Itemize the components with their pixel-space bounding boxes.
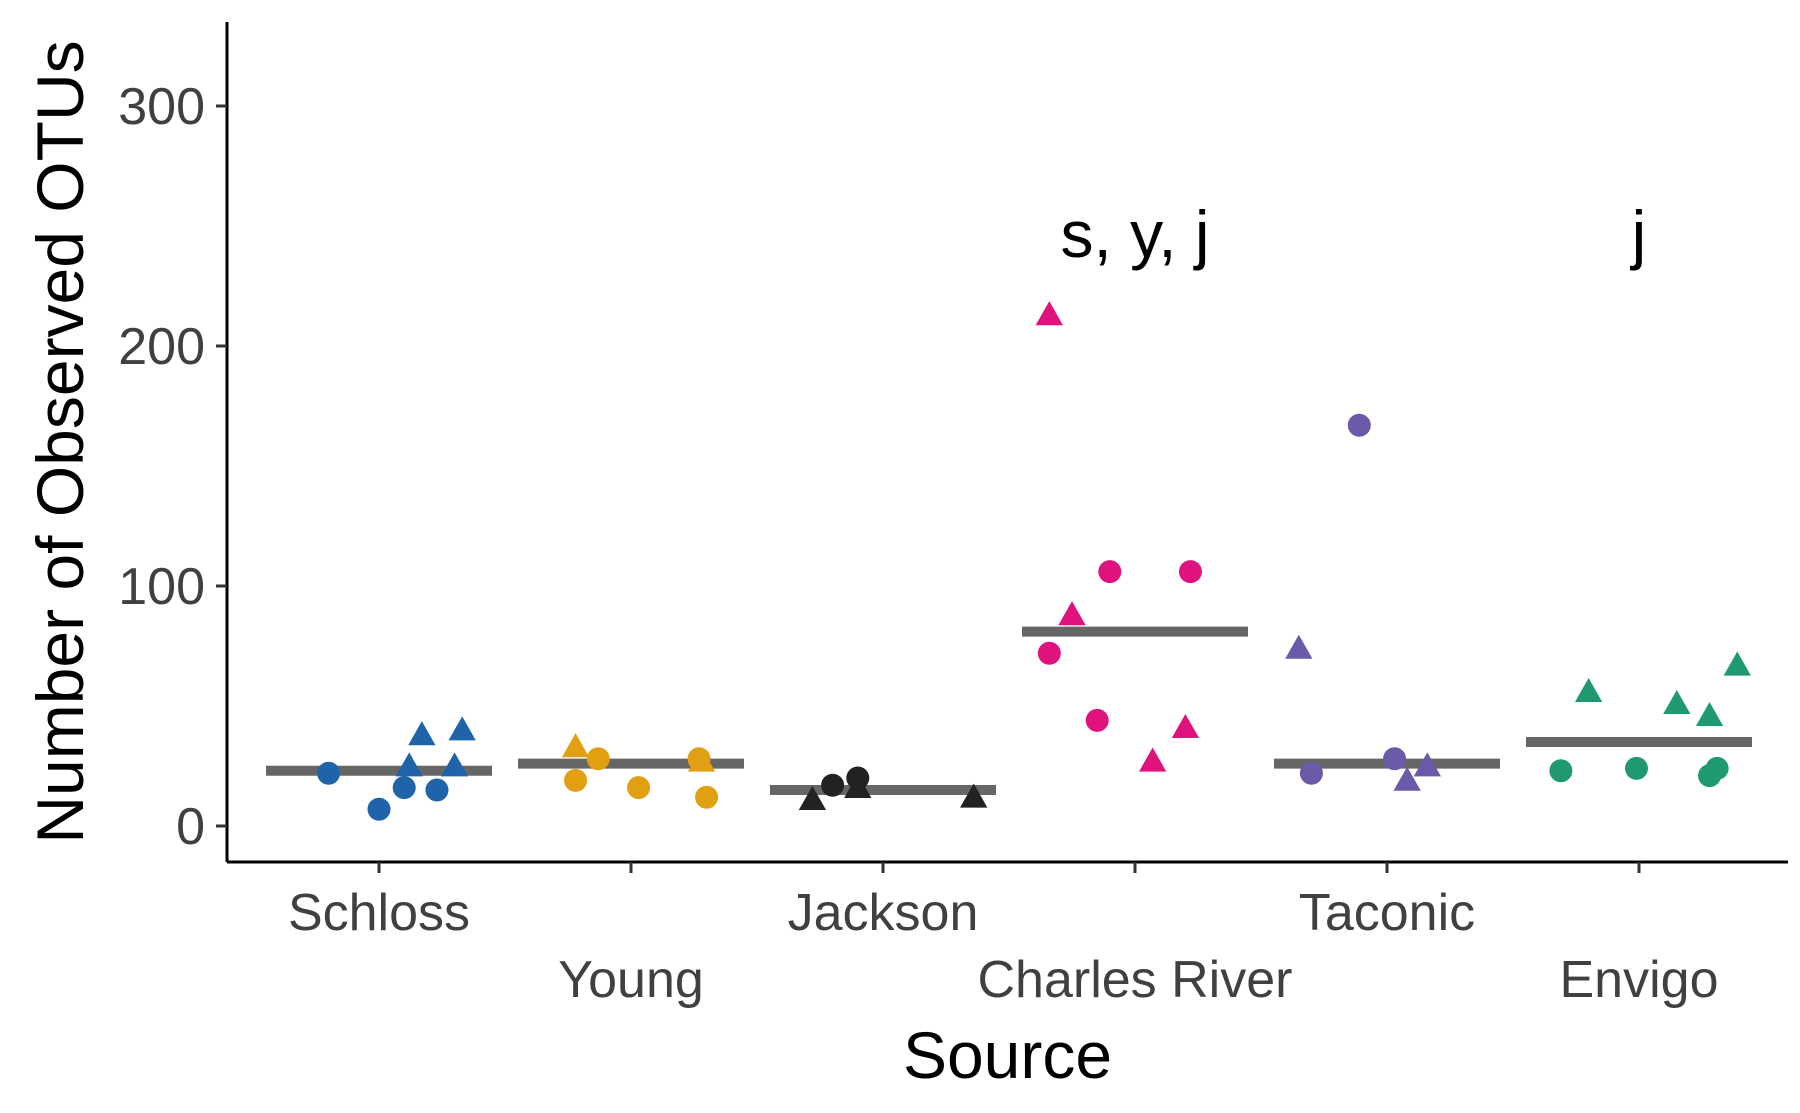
point-taconic-31: [1285, 634, 1313, 659]
point-young-12: [695, 785, 719, 809]
point-envigo-40: [1695, 701, 1724, 726]
point-envigo-34: [1549, 759, 1573, 783]
data-points: [317, 301, 1751, 821]
axes: 0 100 200 300 Schloss Young Jackson Charles Ri…: [118, 22, 1788, 1009]
point-envigo-41: [1723, 651, 1751, 676]
point-charles-river-25: [1058, 601, 1086, 626]
y-tick-label-300: 300: [118, 78, 205, 136]
annotation-charles-river: s, y, j: [1060, 197, 1209, 271]
point-charles-river-24: [1035, 301, 1063, 326]
x-axis-title: Source: [903, 1018, 1112, 1092]
point-young-8: [564, 768, 588, 792]
y-axis-title: Number of Observed OTUs: [23, 40, 97, 843]
point-envigo-35: [1624, 756, 1648, 780]
point-schloss-1: [367, 797, 391, 821]
y-tick-label-100: 100: [118, 558, 205, 616]
y-axis-ticks: 0 100 200 300: [118, 78, 227, 856]
x-tick-label-schloss: Schloss: [288, 884, 470, 942]
x-tick-label-young: Young: [558, 951, 704, 1009]
point-jackson-19: [960, 783, 988, 808]
point-charles-river-27: [1171, 713, 1200, 738]
point-schloss-7: [448, 716, 476, 741]
point-young-10: [627, 776, 651, 800]
point-schloss-4: [395, 752, 423, 777]
point-schloss-2: [392, 776, 416, 800]
point-taconic-33: [1413, 752, 1441, 777]
point-schloss-6: [440, 752, 469, 777]
point-taconic-28: [1299, 761, 1323, 785]
point-charles-river-21: [1085, 708, 1109, 732]
point-envigo-39: [1663, 689, 1691, 714]
median-lines: [266, 626, 1752, 795]
point-taconic-30: [1383, 747, 1407, 771]
point-charles-river-20: [1037, 641, 1061, 665]
x-tick-label-jackson: Jackson: [788, 884, 979, 942]
point-envigo-38: [1574, 677, 1603, 702]
point-jackson-17: [798, 785, 827, 810]
point-schloss-0: [317, 761, 341, 785]
point-taconic-29: [1347, 413, 1371, 437]
point-schloss-3: [425, 778, 449, 802]
annotation-envigo: j: [1630, 197, 1647, 271]
x-tick-label-taconic: Taconic: [1299, 884, 1475, 942]
point-young-9: [586, 747, 610, 771]
point-young-14: [687, 747, 716, 772]
point-schloss-5: [408, 721, 436, 746]
point-jackson-18: [844, 773, 872, 798]
point-charles-river-26: [1138, 747, 1167, 772]
x-tick-label-envigo: Envigo: [1560, 951, 1719, 1009]
point-jackson-15: [821, 773, 845, 797]
point-taconic-32: [1393, 766, 1421, 791]
point-envigo-37: [1705, 756, 1729, 780]
point-young-13: [561, 733, 590, 758]
x-tick-label-charles-river: Charles River: [978, 951, 1293, 1009]
significance-annotations: s, y, j j: [1060, 197, 1646, 271]
point-charles-river-22: [1098, 560, 1122, 584]
y-tick-label-200: 200: [118, 318, 205, 376]
y-tick-label-0: 0: [176, 798, 205, 856]
point-charles-river-23: [1178, 560, 1202, 584]
